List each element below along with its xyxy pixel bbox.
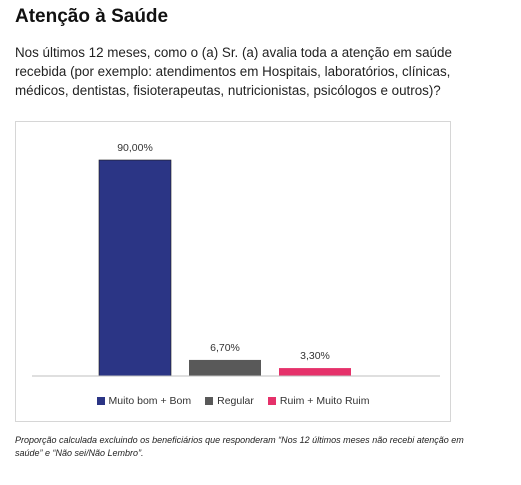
legend-swatch [267,397,276,405]
page-title: Atenção à Saúde [15,6,169,27]
legend-label: Ruim + Muito Ruim [279,395,370,407]
legend-item-0: Muito bom + Bom [96,395,192,407]
legend-label: Muito bom + Bom [108,395,192,407]
legend-swatch [205,397,214,405]
legend-swatch [96,397,105,405]
data-label-2: 3,30% [300,350,330,362]
bar-2 [279,368,351,376]
data-label-0: 90,00% [117,142,153,154]
footnote: Proporção calculada excluindo os benefic… [15,435,464,458]
legend-label: Regular [217,395,254,407]
legend-item-2: Ruim + Muito Ruim [267,395,370,407]
chart-legend: Muito bom + Bom Regular Ruim + Muito Ruim [16,395,450,407]
bar-1 [189,359,261,376]
legend-item-1: Regular [205,395,254,407]
chart-container: 90,00% 6,70% 3,30% Muito bom + Bom Regular R… [15,121,451,422]
bar-chart: 90,00% 6,70% 3,30% [32,142,440,377]
data-label-1: 6,70% [210,342,240,354]
survey-question: Nos últimos 12 meses, como o (a) Sr. (a)… [15,45,452,98]
bar-0 [98,159,172,377]
